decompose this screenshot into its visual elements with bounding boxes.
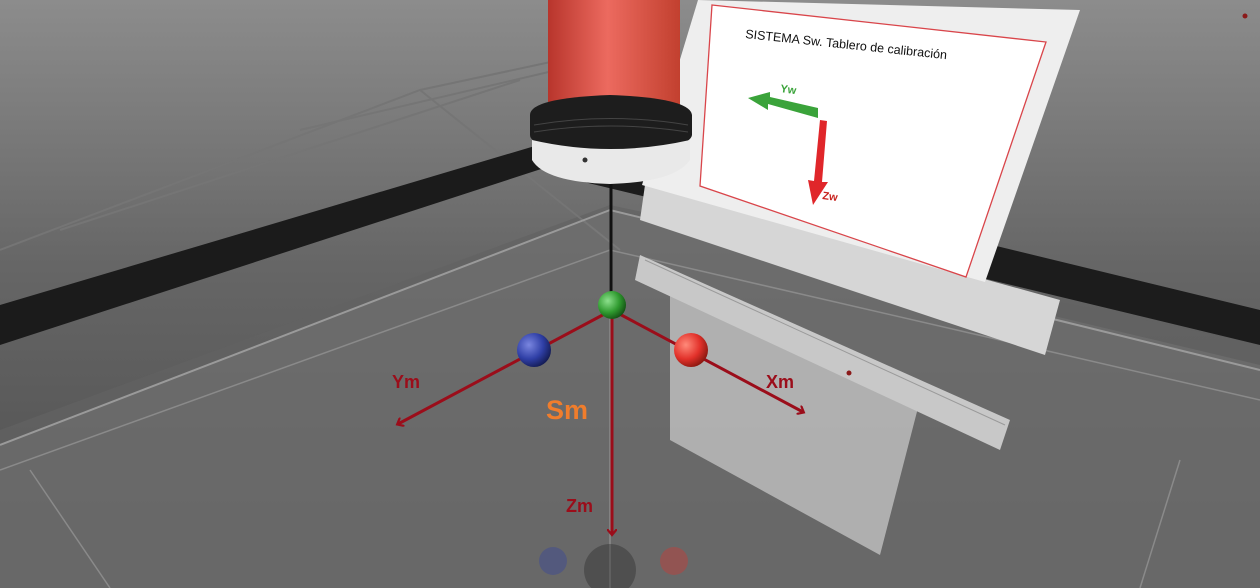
sphere-origin	[598, 291, 626, 319]
sphere-y	[517, 333, 551, 367]
aluminium-rail-lower	[635, 255, 1010, 450]
ym-axis	[398, 308, 613, 424]
marker-dot-corner	[1242, 13, 1248, 19]
yw-arrow	[748, 92, 818, 118]
rail-left	[0, 140, 575, 345]
frame-sm-axes	[398, 308, 803, 534]
floor-reflection	[539, 544, 688, 588]
zm-label: Zm	[566, 496, 593, 516]
probe-tool	[530, 0, 692, 298]
marker-dot	[846, 370, 852, 376]
ym-label: Ym	[392, 372, 420, 392]
sphere-x	[674, 333, 708, 367]
background-frame-lines	[0, 59, 621, 251]
zw-label: Zw	[822, 190, 839, 204]
aluminium-rail-upper	[640, 185, 1060, 355]
xm-axis	[611, 308, 803, 412]
yw-label: Yw	[780, 83, 798, 97]
calibration-board-frame	[699, 4, 1047, 278]
board-reflection	[670, 290, 920, 555]
zw-arrow	[808, 120, 828, 205]
tool-ring	[530, 95, 692, 152]
tool-collar	[532, 140, 690, 184]
board-axes	[748, 92, 828, 205]
frame-sm-label: Sm	[546, 395, 588, 425]
xm-label: Xm	[766, 372, 794, 392]
